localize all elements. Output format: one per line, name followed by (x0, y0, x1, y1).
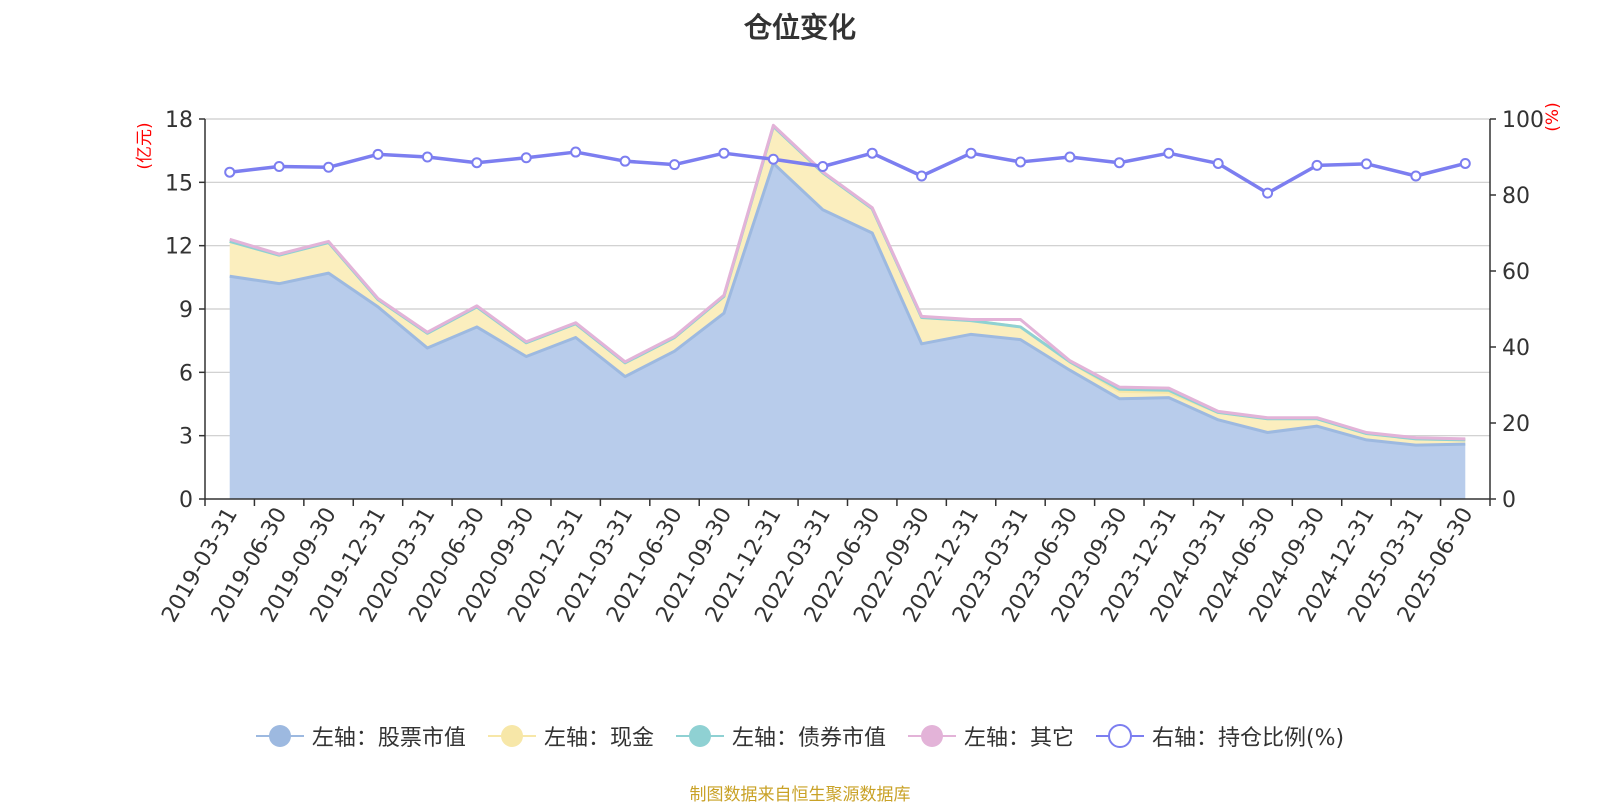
right-axis-tick-label: 100 (1502, 108, 1544, 133)
left-axis-tick-label: 18 (165, 108, 193, 133)
legend-label: 左轴：股票市值 (311, 726, 466, 751)
right-axis-tick-label: 60 (1502, 260, 1530, 285)
holding-ratio-point (1410, 170, 1422, 182)
holding-ratio-point (570, 146, 582, 158)
holding-ratio-point (718, 147, 730, 159)
holding-ratio-point (1212, 157, 1224, 169)
legend-item[interactable]: 左轴：其它 (907, 720, 1074, 752)
holding-ratio-point (323, 161, 335, 173)
legend-label: 左轴：现金 (543, 726, 654, 751)
holding-ratio-point (471, 157, 483, 169)
right-axis-tick-label: 0 (1502, 488, 1516, 513)
other-line (229, 123, 1466, 441)
holding-ratio-point (767, 153, 779, 165)
left-axis-tick-label: 6 (179, 361, 193, 386)
holding-ratio-point (817, 161, 829, 172)
left-axis-tick-label: 0 (179, 488, 193, 513)
legend-item[interactable]: 右轴：持仓比例(%) (1095, 720, 1345, 752)
holding-ratio-point (619, 155, 631, 167)
filled-circle-icon (487, 725, 536, 747)
chart-title: 仓位变化 (743, 11, 856, 44)
stock-value-line (229, 161, 1466, 447)
legend-item[interactable]: 左轴：现金 (487, 720, 654, 752)
holding-ratio-point (1459, 157, 1471, 169)
holding-ratio-point (1064, 151, 1076, 163)
holding-ratio-point (1163, 147, 1175, 159)
right-axis-tick-label: 80 (1502, 184, 1530, 209)
left-axis-tick-label: 12 (165, 235, 193, 260)
holding-ratio-point (965, 147, 977, 159)
holding-ratio-point (669, 159, 681, 171)
hollow-circle-icon (1095, 724, 1144, 748)
holding-ratio-point (273, 161, 285, 172)
chart-legend: 左轴：股票市值 左轴：现金 左轴：债券市值 左轴：其它 右轴：持仓比例(%) (0, 720, 1600, 752)
filled-circle-icon (255, 725, 304, 747)
left-axis-unit: (亿元) (135, 122, 155, 169)
data-source-note: 制图数据来自恒生聚源数据库 (689, 785, 911, 805)
holding-ratio-point (1360, 158, 1372, 170)
right-axis-tick-label: 40 (1502, 336, 1530, 361)
left-axis-tick-label: 3 (179, 425, 193, 450)
holding-ratio-point (1311, 159, 1323, 171)
holding-ratio-point (520, 152, 532, 164)
filled-circle-icon (675, 725, 724, 747)
legend-item[interactable]: 左轴：债券市值 (675, 720, 886, 752)
holding-ratio-point (866, 147, 878, 159)
legend-label: 左轴：其它 (963, 726, 1074, 751)
holding-ratio-point (224, 166, 236, 178)
legend-item[interactable]: 左轴：股票市值 (255, 720, 466, 752)
holding-ratio-point (421, 151, 433, 163)
legend-label: 左轴：债券市值 (731, 726, 886, 751)
right-axis-unit: (%) (1543, 102, 1563, 131)
left-axis-tick-label: 15 (165, 171, 193, 196)
holding-ratio-line (229, 150, 1466, 195)
legend-label: 右轴：持仓比例(%) (1151, 726, 1345, 751)
holding-ratio-point (916, 170, 928, 182)
left-axis-tick-label: 9 (179, 298, 193, 323)
holding-ratio-point (372, 148, 384, 160)
holding-ratio-point (1113, 157, 1125, 169)
stock-value-area (229, 163, 1466, 500)
right-axis-tick-label: 20 (1502, 412, 1530, 437)
filled-circle-icon (907, 725, 956, 747)
holding-ratio-point (1262, 187, 1274, 199)
holding-ratio-point (1014, 156, 1026, 168)
